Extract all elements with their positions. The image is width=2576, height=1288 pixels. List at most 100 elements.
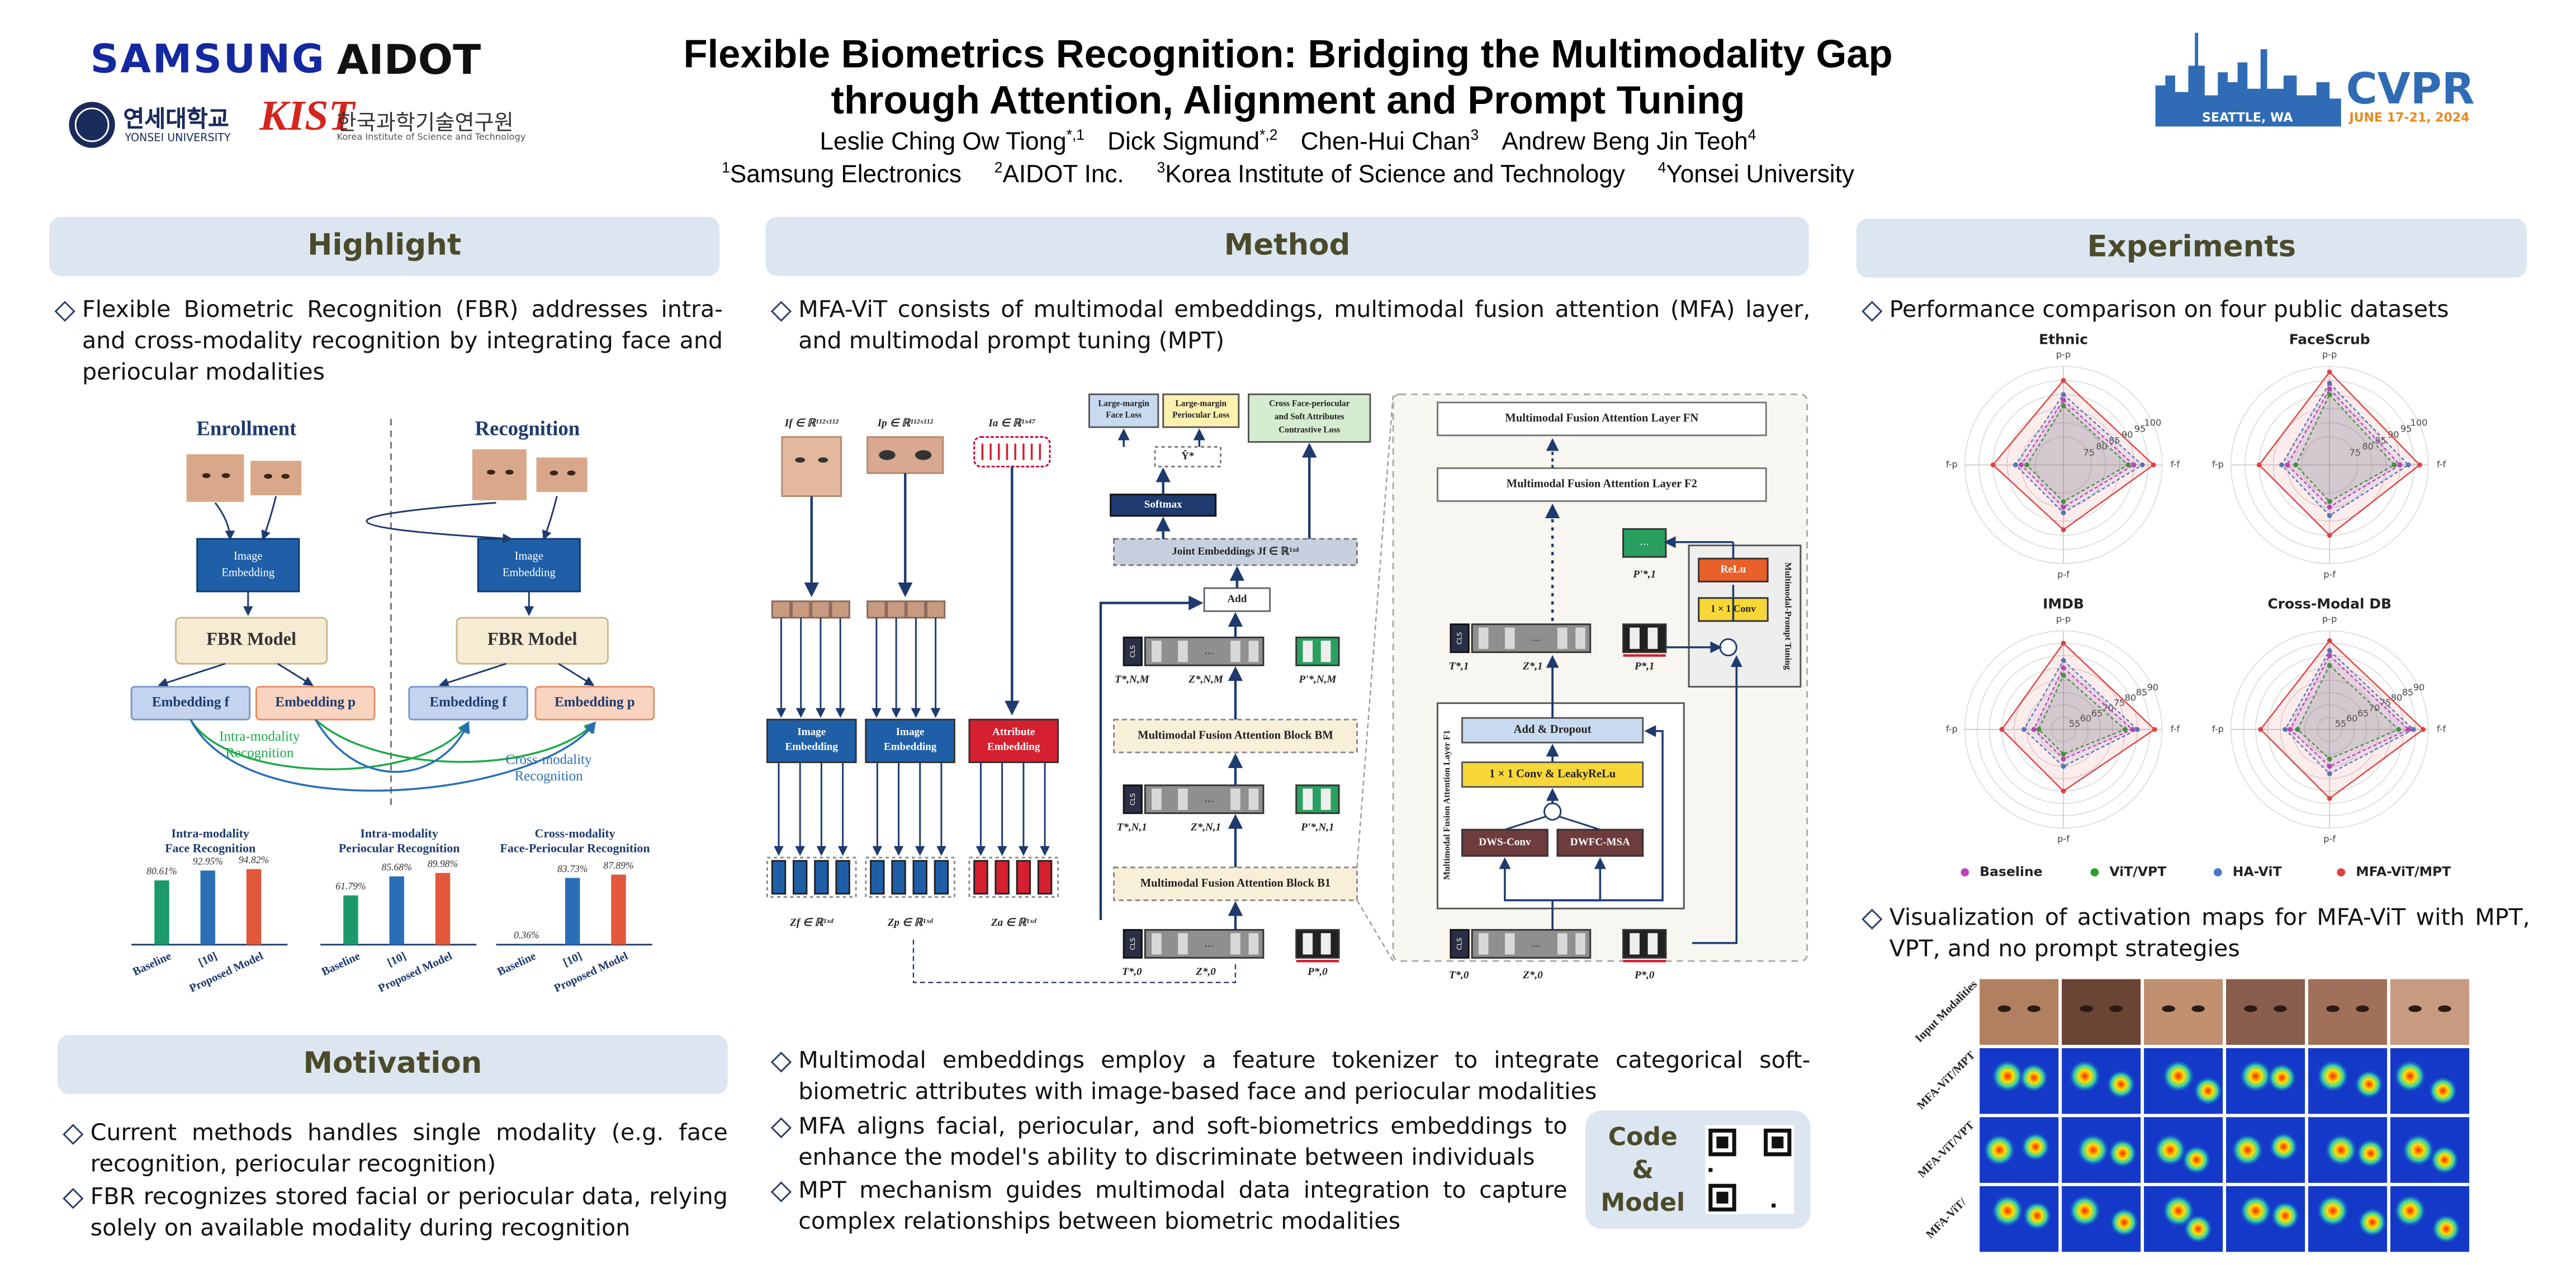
face-eye	[2244, 1005, 2257, 1012]
axis-label: p-p	[2056, 349, 2071, 359]
activation-hotspot	[2231, 1133, 2264, 1167]
title-line: through Attention, Alignment and Prompt …	[831, 79, 1745, 124]
face-eye	[2162, 1005, 2175, 1012]
chart-title: Ethnic	[2039, 331, 2088, 347]
label: Softmax	[1144, 499, 1182, 510]
bar	[154, 880, 169, 945]
label: Multimodal Fusion Attention Block BM	[1138, 729, 1333, 741]
activation-hotspot	[2402, 1133, 2435, 1167]
radar-series	[2295, 393, 2395, 503]
bullet-list: MFA aligns facial, periocular, and soft-…	[765, 1112, 1567, 1240]
activation-hotspot	[2181, 1145, 2212, 1175]
label: Periocular Recognition	[339, 841, 460, 855]
legend-marker	[1961, 868, 1969, 877]
photo-eye	[915, 450, 932, 460]
qr-finder	[1716, 1137, 1729, 1149]
tick-label: 65	[2357, 708, 2369, 718]
box	[1144, 784, 1265, 815]
box	[1303, 788, 1313, 810]
logo-samsung: SAMSUNG	[90, 36, 326, 82]
axis-label: p-f	[2057, 569, 2070, 580]
bullet: MPT mechanism guides multimodal data int…	[765, 1176, 1567, 1239]
connector	[912, 939, 1237, 983]
axis-label: p-p	[2056, 613, 2071, 624]
logo-kist-kr: 한국과학기술연구원	[337, 111, 514, 136]
activation-hotspot	[2106, 1069, 2136, 1100]
activation-hotspot	[2162, 1194, 2195, 1228]
row-label: MFA-ViT/MPT	[1915, 1049, 1978, 1112]
tick-label: 55	[2335, 718, 2347, 729]
connector	[261, 496, 277, 541]
photo	[184, 452, 246, 504]
activation-hotspot	[2269, 1131, 2299, 1162]
box	[1113, 538, 1358, 566]
radar-series	[2020, 399, 2135, 508]
author-sup: 3	[1470, 126, 1479, 143]
label: SEATTLE, WA	[2202, 111, 2293, 125]
affiliation-sup: 3	[1157, 159, 1166, 176]
box	[1504, 933, 1515, 955]
box	[886, 600, 906, 619]
radar-series	[2289, 654, 2410, 768]
activation-hotspot	[1991, 1194, 2024, 1228]
tick-label: 75	[2114, 698, 2125, 708]
radar-point	[2031, 727, 2037, 732]
box	[1303, 933, 1313, 955]
box	[1113, 718, 1358, 754]
connector	[558, 663, 595, 686]
box	[196, 538, 300, 593]
activation-hotspot	[2316, 1059, 2350, 1093]
face-image	[2226, 979, 2305, 1045]
activation-hotspot	[2108, 1138, 2138, 1168]
box	[1557, 933, 1568, 955]
radar-point	[2288, 727, 2293, 732]
box	[1152, 933, 1162, 955]
photo	[781, 436, 842, 497]
value-label: 0.36%	[514, 930, 539, 941]
box	[1152, 788, 1162, 810]
bullet-list: MFA-ViT consists of multimodal embedding…	[765, 296, 1810, 360]
radar-point	[2405, 727, 2411, 732]
radar-point	[2151, 462, 2156, 468]
value-label: 61.79%	[335, 880, 366, 892]
activation-hotspot	[2393, 1194, 2427, 1228]
box	[1698, 557, 1769, 583]
face-eye	[2027, 1005, 2040, 1012]
x-tick-label: Baseline	[131, 950, 173, 978]
box	[1630, 933, 1640, 955]
label: P*,1	[1634, 661, 1655, 673]
tick-label: 85	[2136, 687, 2148, 698]
label: Z*,1	[1522, 661, 1543, 673]
activation-hotspot	[2267, 1063, 2297, 1093]
label: Enrollment	[196, 416, 297, 439]
label: JUNE 17-21, 2024	[2348, 111, 2469, 125]
label: Attribute	[992, 726, 1035, 738]
label: Image	[896, 726, 925, 738]
radar-point	[2134, 727, 2140, 732]
radar-series	[2260, 640, 2425, 799]
authors: Leslie Ching Ow Tiong*,1 Dick Sigmund*,2 C…	[0, 126, 2576, 156]
activation-hotspot	[2356, 1138, 2386, 1168]
logo-yonsei-en: YONSEI UNIVERSITY	[125, 131, 231, 145]
affiliation-sup: 4	[1658, 159, 1666, 176]
label: Intra-modality	[360, 826, 438, 840]
value-label: 87.89%	[603, 860, 633, 871]
label: Za ∈ ℝ¹ˣᵈ	[991, 917, 1037, 929]
bullet: MFA-ViT consists of multimodal embedding…	[765, 296, 1810, 358]
label: ...	[1205, 646, 1214, 657]
bullet-list: Flexible Biometric Recognition (FBR) add…	[49, 296, 723, 391]
activation-hotspot	[1991, 1059, 2024, 1093]
label: P*,0	[1634, 969, 1655, 981]
qr-module	[1708, 1168, 1713, 1172]
radar-point	[2021, 727, 2026, 732]
axis-label: p-p	[2322, 349, 2337, 359]
radar-point	[2283, 727, 2288, 732]
label: Face Loss	[1106, 410, 1142, 420]
box	[1295, 636, 1340, 666]
activation-hotspot	[2431, 1214, 2461, 1244]
label: Embedding	[785, 741, 839, 753]
activation-hotspot	[2354, 1069, 2384, 1100]
affiliation: 3Korea Institute of Science and Technolo…	[1157, 159, 1625, 189]
label: Ŷ*	[1181, 449, 1194, 462]
